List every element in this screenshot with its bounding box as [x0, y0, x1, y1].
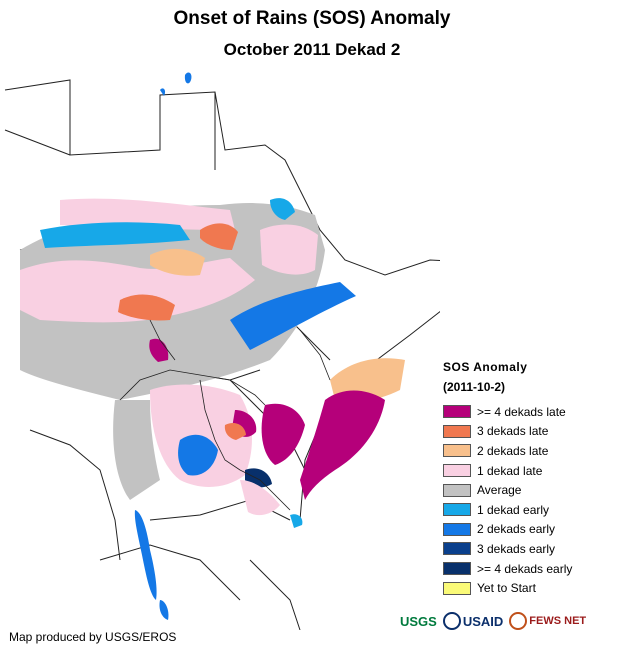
legend-swatch	[443, 405, 471, 419]
legend-label: >= 4 dekads early	[477, 561, 573, 576]
legend-label: 3 dekads late	[477, 424, 549, 439]
map-credit: Map produced by USGS/EROS	[9, 630, 177, 644]
legend-subtitle: (2011-10-2)	[443, 380, 506, 394]
legend-item: 3 dekads late	[443, 422, 572, 442]
lakes-and-rivers	[134, 72, 192, 620]
border-drc	[29, 429, 121, 561]
legend-item: 3 dekads early	[443, 539, 572, 559]
legend-item: >= 4 dekads early	[443, 559, 572, 579]
border-north	[4, 79, 301, 191]
legend-swatch	[443, 444, 471, 458]
logo-strip: USGS USAID FEWS NET	[400, 612, 586, 630]
border-mozambique	[249, 559, 301, 630]
legend-label: Yet to Start	[477, 581, 536, 596]
horn-somalia	[261, 358, 405, 500]
legend-label: 1 dekad early	[477, 502, 550, 517]
legend-item: 2 dekads late	[443, 441, 572, 461]
legend-title: SOS Anomaly	[443, 360, 528, 374]
legend-swatch	[443, 483, 471, 497]
legend-item: 1 dekad early	[443, 500, 572, 520]
legend-label: 2 dekads late	[477, 443, 549, 458]
legend-swatch	[443, 542, 471, 556]
legend-swatch	[443, 503, 471, 517]
legend-swatch	[443, 424, 471, 438]
fewsnet-logo-text: FEWS NET	[529, 615, 587, 627]
legend-item: Average	[443, 480, 572, 500]
map-subtitle: October 2011 Dekad 2	[223, 40, 401, 59]
legend-item: 2 dekads early	[443, 520, 572, 540]
legend-item: 1 dekad late	[443, 461, 572, 481]
usaid-seal-icon	[442, 612, 461, 630]
border-zambia	[99, 544, 241, 601]
usgs-logo: USGS	[400, 613, 437, 629]
legend-item: >= 4 dekads late	[443, 402, 572, 422]
border-egypt-sudan	[4, 129, 71, 156]
anomaly-map	[4, 72, 440, 630]
legend-label: 1 dekad late	[477, 463, 543, 478]
usaid-logo: USAID	[442, 612, 504, 630]
legend-label: 3 dekads early	[477, 541, 556, 556]
legend-items: >= 4 dekads late 3 dekads late 2 dekads …	[443, 402, 572, 598]
usaid-logo-text: USAID	[462, 613, 504, 629]
fewsnet-seal-icon	[509, 612, 528, 630]
legend-swatch	[443, 464, 471, 478]
legend-label: Average	[477, 483, 522, 498]
legend-swatch	[443, 522, 471, 536]
legend-swatch	[443, 581, 471, 595]
fewsnet-logo: FEWS NET	[509, 612, 586, 630]
legend: SOS Anomaly (2011-10-2) >= 4 dekads late…	[443, 360, 572, 598]
sahel-belt	[20, 198, 356, 400]
legend-label: 2 dekads early	[477, 522, 556, 537]
legend-item: Yet to Start	[443, 578, 572, 598]
legend-label: >= 4 dekads late	[477, 404, 566, 419]
map-title: Onset of Rains (SOS) Anomaly	[173, 8, 451, 29]
legend-swatch	[443, 562, 471, 576]
border-overlay	[119, 319, 331, 511]
